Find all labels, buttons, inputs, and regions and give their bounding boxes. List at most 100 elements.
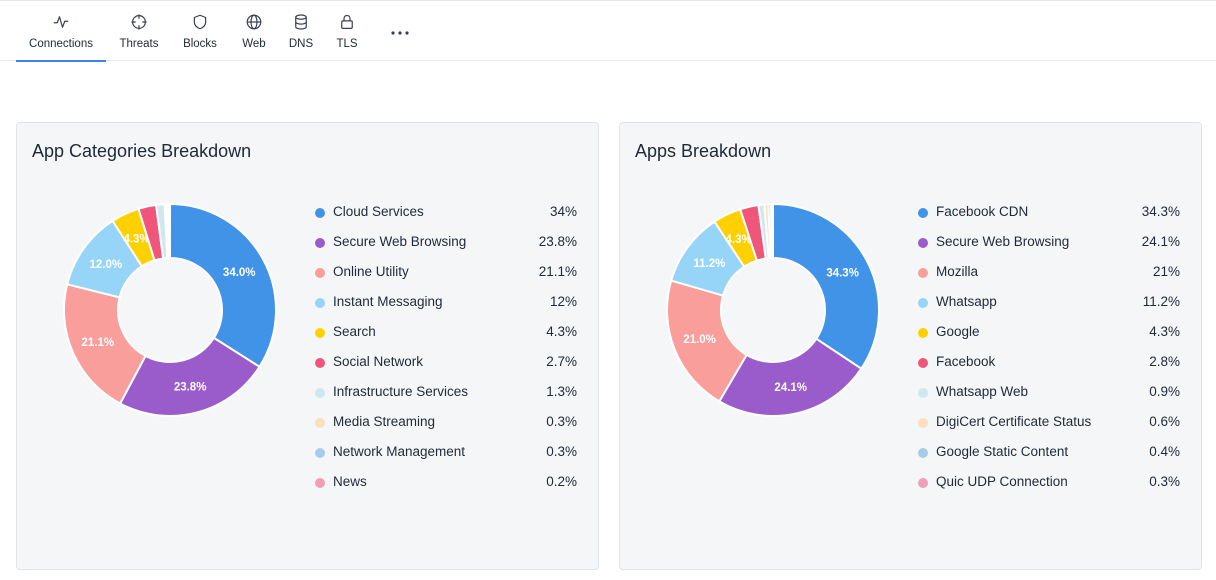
legend-swatch	[918, 268, 928, 278]
legend-item-infrastructure-services[interactable]: Infrastructure Services 1.3%	[315, 379, 577, 409]
tab-label: Web	[242, 38, 266, 50]
slice-secure-web-browsing[interactable]	[118, 336, 261, 417]
legend-item-facebook[interactable]: Facebook 2.8%	[918, 349, 1180, 379]
legend-value: 0.4%	[1149, 444, 1180, 459]
legend-label: Search	[333, 324, 376, 339]
legend-swatch	[315, 418, 325, 428]
tab-threats[interactable]: Threats	[114, 1, 164, 61]
legend-value: 1.3%	[546, 384, 577, 399]
app-categories-card: App Categories Breakdown 34.0% 23.8% 21.1%…	[16, 122, 599, 570]
legend-swatch	[315, 388, 325, 398]
legend-item-facebook-cdn[interactable]: Facebook CDN 34.3%	[918, 199, 1180, 229]
tab-blocks[interactable]: Blocks	[178, 1, 222, 61]
legend-item-secure-web-browsing[interactable]: Secure Web Browsing 24.1%	[918, 229, 1180, 259]
legend-value: 4.3%	[1149, 324, 1180, 339]
lock-icon	[341, 14, 353, 29]
globe-icon	[246, 14, 262, 30]
slice-label: 11.2%	[693, 258, 725, 270]
legend-swatch	[918, 328, 928, 338]
legend-label: Secure Web Browsing	[333, 234, 467, 249]
slice-label: 34.0%	[223, 267, 256, 279]
legend-item-news[interactable]: News 0.2%	[315, 469, 577, 499]
donut-chart[interactable]: 34.3% 24.1% 21.0% 11.2%4.3%	[666, 203, 880, 417]
legend-item-secure-web-browsing[interactable]: Secure Web Browsing 23.8%	[315, 229, 577, 259]
database-icon	[295, 14, 307, 30]
slice-label: 4.3%	[726, 234, 752, 246]
legend-item-whatsapp[interactable]: Whatsapp 11.2%	[918, 289, 1180, 319]
tab-connections[interactable]: Connections	[16, 1, 106, 62]
legend-swatch	[918, 208, 928, 218]
slice-online-utility[interactable]	[63, 283, 147, 405]
legend-swatch	[315, 328, 325, 338]
legend-value: 0.9%	[1149, 384, 1180, 399]
legend-label: Whatsapp Web	[936, 384, 1029, 399]
legend-label: Instant Messaging	[333, 294, 443, 309]
legend-label: Google Static Content	[936, 444, 1069, 459]
legend-label: Secure Web Browsing	[936, 234, 1070, 249]
legend-label: Media Streaming	[333, 414, 436, 429]
legend-swatch	[918, 298, 928, 308]
legend-item-quic-udp-connection[interactable]: Quic UDP Connection 0.3%	[918, 469, 1180, 499]
legend-item-mozilla[interactable]: Mozilla 21%	[918, 259, 1180, 289]
slice-quic-udp-connection[interactable]	[769, 203, 774, 260]
legend-value: 34.3%	[1141, 204, 1180, 219]
slice-news[interactable]	[167, 203, 171, 260]
legend-swatch	[315, 448, 325, 458]
legend-item-network-management[interactable]: Network Management 0.3%	[315, 439, 577, 469]
donut-chart[interactable]: 34.0% 23.8% 21.1% 12.0% 4.3%	[63, 203, 277, 417]
legend-item-digicert-certificate-status[interactable]: DigiCert Certificate Status 0.6%	[918, 409, 1180, 439]
legend-item-whatsapp-web[interactable]: Whatsapp Web 0.9%	[918, 379, 1180, 409]
tab-label: TLS	[336, 38, 358, 50]
tab-dns[interactable]: DNS	[284, 1, 318, 61]
chart-legend: Cloud Services 34% Secure Web Browsing 23.8…	[315, 199, 577, 499]
legend-swatch	[315, 238, 325, 248]
slice-secure-web-browsing[interactable]	[717, 337, 863, 417]
slice-mozilla[interactable]	[666, 279, 749, 403]
legend-item-media-streaming[interactable]: Media Streaming 0.3%	[315, 409, 577, 439]
slice-facebook-cdn[interactable]	[772, 203, 880, 371]
tab-label: DNS	[288, 38, 314, 50]
slice-cloud-services[interactable]	[169, 203, 277, 369]
legend-value: 21.1%	[538, 264, 577, 279]
legend-label: DigiCert Certificate Status	[936, 414, 1092, 429]
legend-swatch	[315, 478, 325, 488]
legend-item-instant-messaging[interactable]: Instant Messaging 12%	[315, 289, 577, 319]
legend-value: 0.6%	[1149, 414, 1180, 429]
slice-label: 24.1%	[774, 382, 807, 394]
crosshair-icon	[131, 14, 147, 30]
legend-value: 21%	[1152, 264, 1180, 279]
legend-label: Google	[936, 324, 980, 339]
legend-label: Quic UDP Connection	[936, 474, 1068, 489]
legend-label: Mozilla	[936, 264, 979, 279]
legend-item-online-utility[interactable]: Online Utility 21.1%	[315, 259, 577, 289]
legend-item-cloud-services[interactable]: Cloud Services 34%	[315, 199, 577, 229]
legend-label: Cloud Services	[333, 204, 424, 219]
legend-swatch	[315, 298, 325, 308]
legend-label: Facebook	[936, 354, 996, 369]
shield-icon	[193, 14, 207, 30]
legend-swatch	[315, 268, 325, 278]
chart-legend: Facebook CDN 34.3% Secure Web Browsing 24.1…	[918, 199, 1180, 499]
slice-label: 4.3%	[123, 233, 149, 245]
legend-item-google[interactable]: Google 4.3%	[918, 319, 1180, 349]
tab-web[interactable]: Web	[236, 1, 272, 61]
more-horizontal-icon[interactable]	[388, 21, 412, 45]
legend-swatch	[918, 238, 928, 248]
legend-label: Online Utility	[333, 264, 409, 279]
legend-value: 2.8%	[1149, 354, 1180, 369]
legend-swatch	[918, 358, 928, 368]
tab-tls[interactable]: TLS	[330, 1, 364, 61]
legend-value: 0.3%	[546, 444, 577, 459]
slice-label: 21.0%	[683, 334, 716, 346]
legend-swatch	[918, 418, 928, 428]
legend-item-social-network[interactable]: Social Network 2.7%	[315, 349, 577, 379]
legend-value: 0.2%	[546, 474, 577, 489]
legend-item-google-static-content[interactable]: Google Static Content 0.4%	[918, 439, 1180, 469]
legend-item-search[interactable]: Search 4.3%	[315, 319, 577, 349]
card-title: App Categories Breakdown	[32, 141, 252, 161]
legend-value: 34%	[549, 204, 577, 219]
legend-swatch	[315, 208, 325, 218]
legend-swatch	[918, 448, 928, 458]
tab-label: Threats	[119, 38, 159, 50]
legend-label: News	[333, 474, 367, 489]
